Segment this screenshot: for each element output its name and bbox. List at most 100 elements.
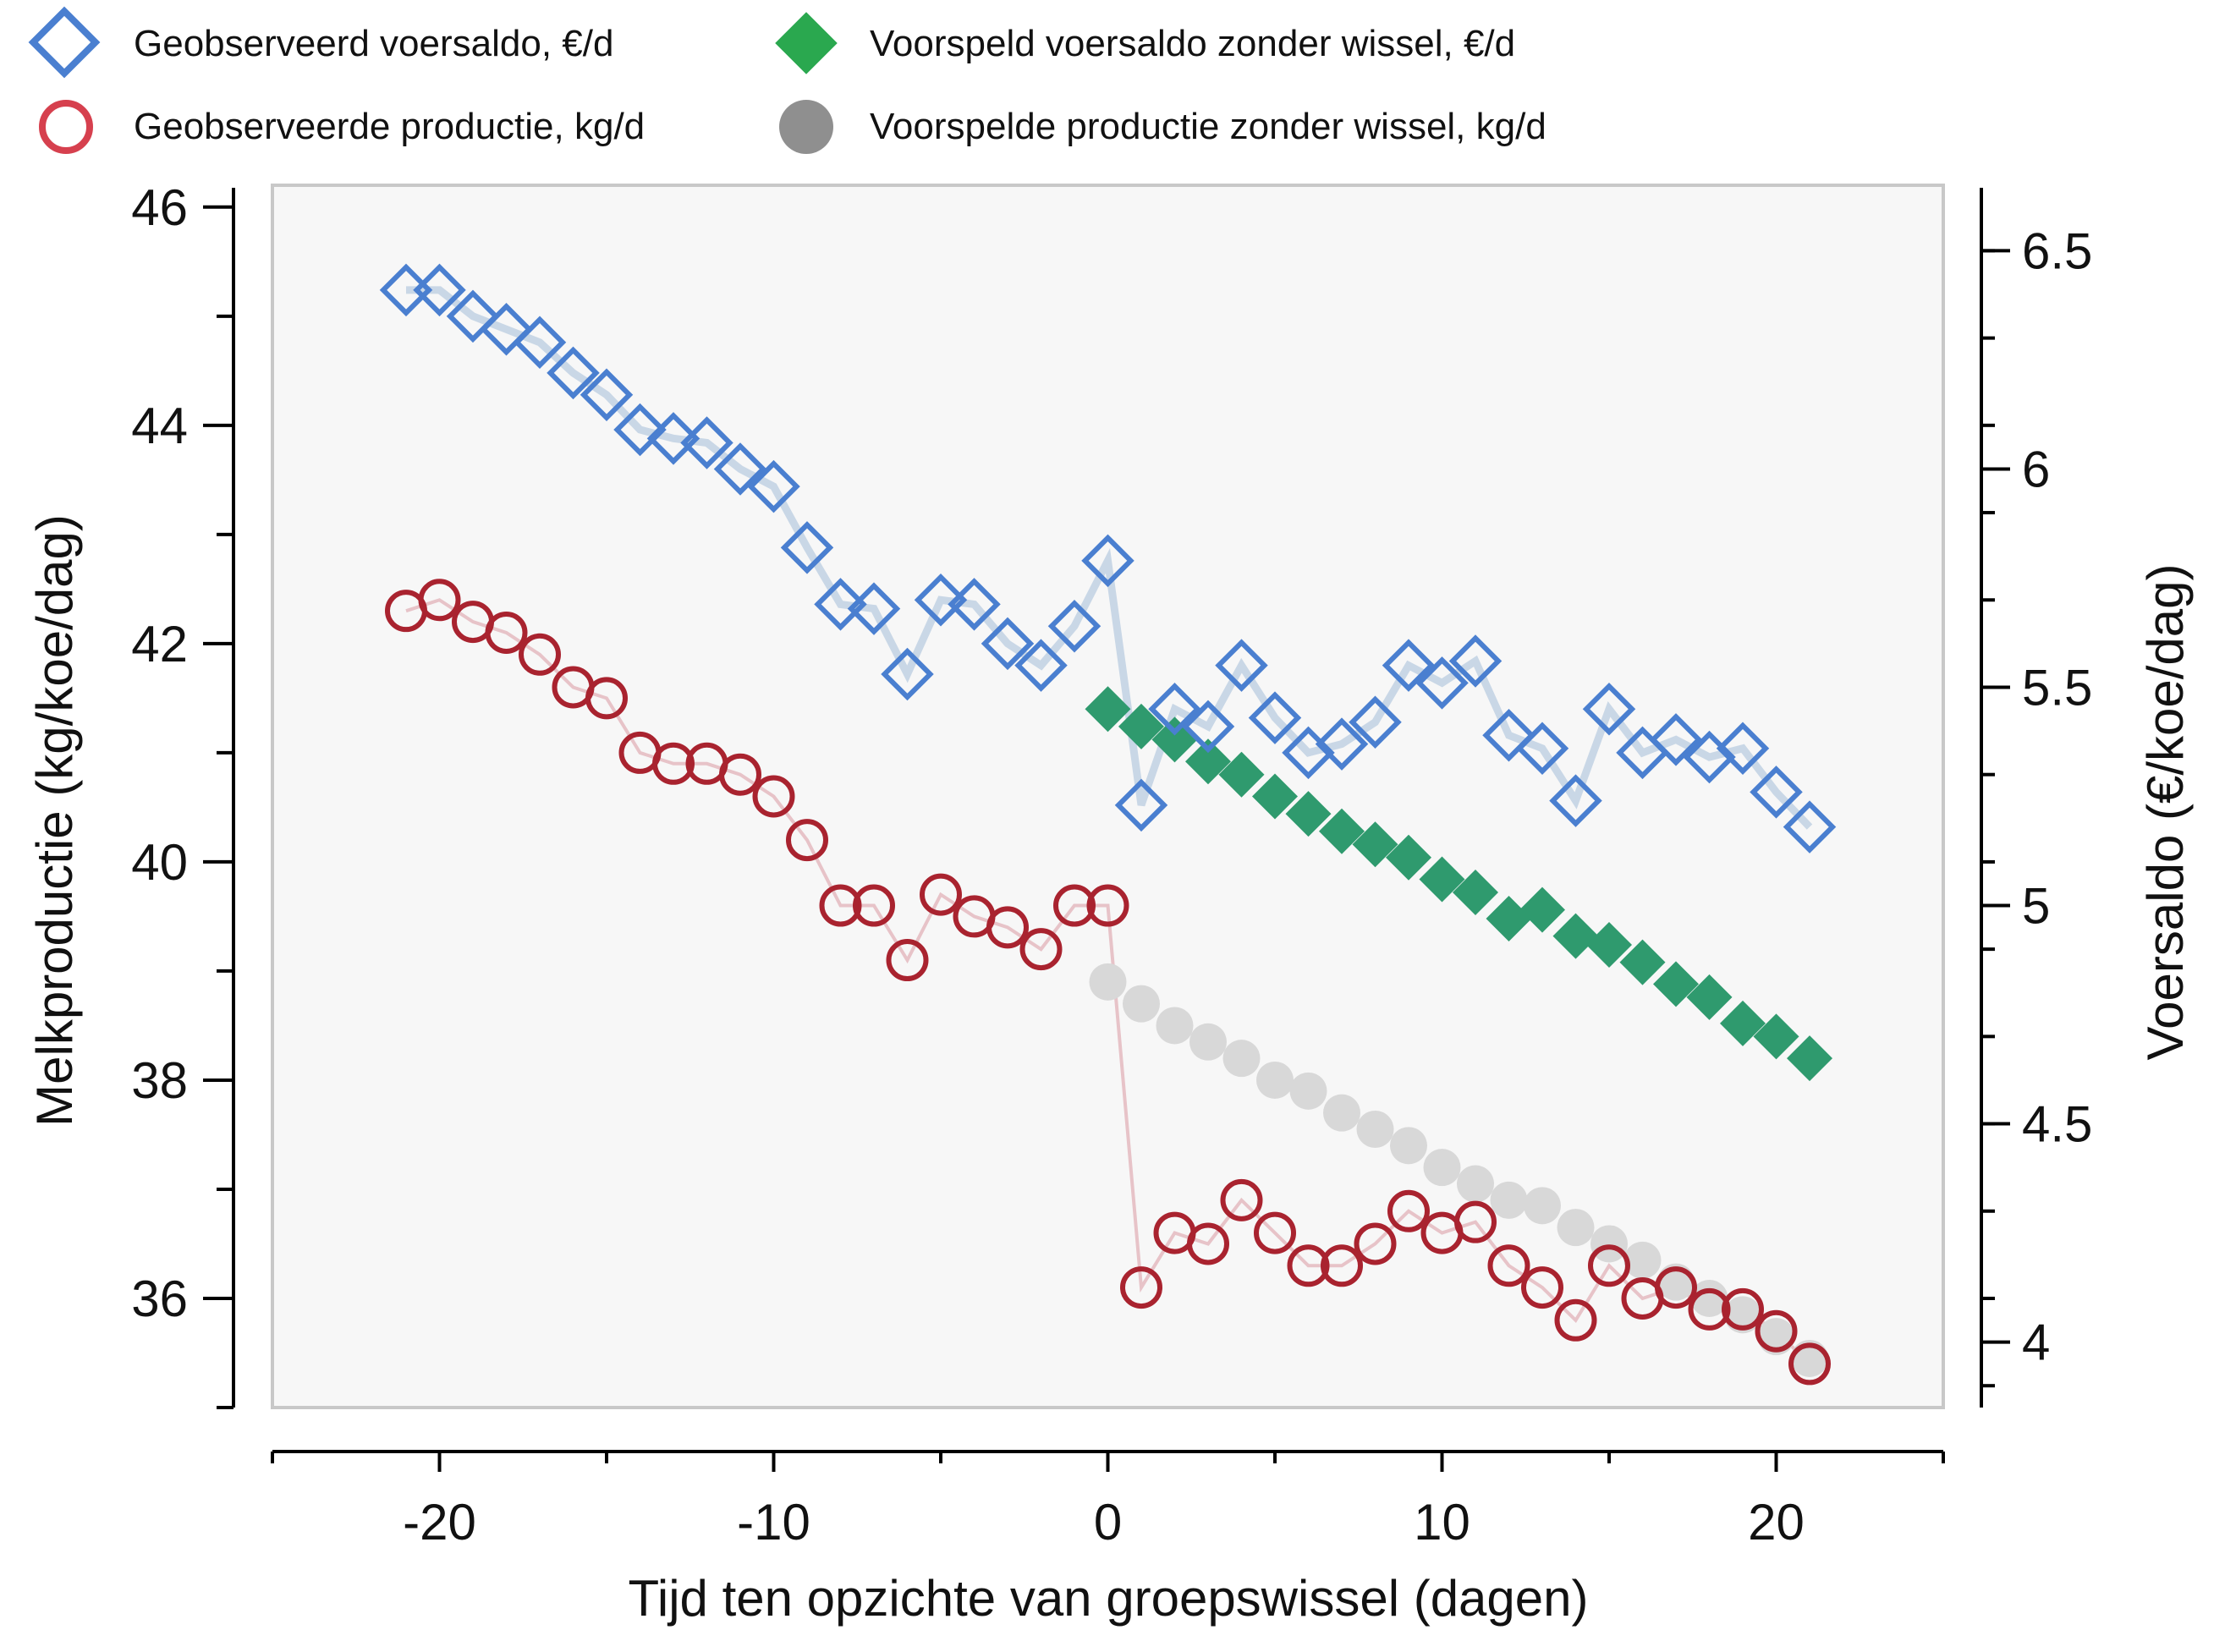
observed-margin-point [1248,691,1302,744]
observed-margin-point [646,412,700,465]
observed-production-point [1554,1298,1597,1342]
predicted-margin-point [1519,886,1565,933]
predicted-production-point [1557,1209,1595,1247]
observed-production-point [485,611,528,654]
predicted-production-point [1222,1040,1261,1078]
predicted-margin-point [1619,939,1666,985]
observed-margin-point [713,442,767,496]
left-tick-label: 36 [131,1271,188,1327]
observed-production-point [1053,884,1096,927]
predicted-margin-point [1285,791,1332,837]
series-line [405,598,1811,1365]
observed-margin-point [881,647,934,701]
predicted-production-point [1089,963,1127,1001]
predicted-production-point [1189,1023,1227,1061]
predicted-production-point [1524,1187,1561,1225]
x-tick-label: -20 [403,1494,476,1550]
observed-production-point [1788,1342,1831,1386]
predicted-margin-point [1653,961,1699,1007]
predicted-margin-point [1586,921,1632,968]
observed-production-point [1454,1200,1497,1243]
observed-margin-point [613,403,667,457]
observed-margin-point [1549,774,1602,827]
predicted-margin-point [1686,974,1733,1020]
observed-production-point [1521,1266,1563,1309]
axes: -20 -10 0 10 20 36 38 40 42 44 46 4 4.5 5 5.5 6 6.5 [131,179,2092,1550]
observed-production-point [1287,1244,1330,1287]
observed-margin-point [1750,766,1803,819]
observed-margin-point [1148,683,1201,736]
predicted-margin-point [1720,1000,1766,1046]
predicted-production-point [1256,1061,1294,1099]
observed-margin-point [1382,639,1436,692]
legend: Geobserveerd voersaldo, €/d Voorspeld vo… [28,6,1547,154]
observed-production-point [1120,1266,1162,1309]
predicted-production-point [1123,985,1160,1023]
predicted-production-point [1457,1165,1494,1203]
right-tick-label: 6.5 [2022,222,2092,279]
observed-margin-point [780,521,834,574]
observed-production-point [920,873,962,916]
x-tick-label: 10 [1414,1494,1470,1550]
observed-margin-point [1047,599,1102,653]
observed-production-point [1220,1178,1263,1221]
predicted-margin-point [1319,808,1365,854]
predicted-production-point [1590,1225,1628,1263]
predicted-margin-point [1386,834,1431,881]
observed-margin-point [413,263,466,317]
observed-margin-point [1014,639,1068,692]
observed-production-point [719,753,761,796]
predicted-margin-point [1787,1035,1832,1082]
legend-item-predicted-margin: Voorspeld voersaldo zonder wissel, €/d [775,12,1515,74]
right-axis-title: Voersaldo (€/koe/dag) [2137,563,2194,1060]
left-tick-label: 44 [131,398,188,454]
right-tick-label: 5 [2022,878,2050,935]
legend-item-observed-production: Geobserveerde productie, kg/d [39,100,645,154]
observed-production-point [519,633,561,676]
observed-margin-point [480,303,533,356]
observed-margin-point [1482,709,1536,762]
observed-margin-point [580,368,634,421]
observed-production-point [1019,928,1063,971]
observed-margin-point [1315,717,1369,771]
predicted-production-point [1390,1127,1427,1165]
observed-margin-point [1215,639,1268,692]
observed-margin-point [1716,722,1770,775]
observed-production-point [819,884,862,927]
observed-margin-point [1181,700,1235,754]
observed-margin-point [847,582,901,635]
observed-production-point [752,775,795,818]
right-tick-label: 4.5 [2022,1096,2092,1153]
predicted-production-point [1356,1111,1394,1149]
plot-area [271,184,1945,1409]
observed-margin-point [680,416,733,469]
legend-label: Geobserveerd voersaldo, €/d [134,23,613,64]
legend-marker-open-diamond [28,6,101,79]
left-axis-title: Melkproductie (kg/koe/dag) [26,514,83,1127]
series-lines [405,286,1813,1365]
predicted-margin-point [1252,773,1298,820]
legend-label: Voorspeld voersaldo zonder wissel, €/d [870,23,1515,64]
observed-margin-point [914,574,968,627]
observed-margin-point [1783,800,1837,853]
ticks: -20 -10 0 10 20 36 38 40 42 44 46 4 4.5 5 5.5 6 6.5 [131,179,2092,1550]
predicted-margin-point [1552,913,1599,959]
observed-margin-point [981,617,1035,671]
observed-margin-point [513,316,567,370]
observed-margin-point [1649,713,1703,766]
predicted-production-point [1423,1149,1461,1187]
predicted-margin-point [1419,856,1465,903]
predicted-margin-point [1352,821,1398,868]
left-tick-label: 42 [131,616,188,672]
observed-margin-point [1515,722,1569,775]
observed-margin-point [1415,656,1469,710]
legend-item-observed-margin: Geobserveerd voersaldo, €/d [28,6,613,79]
observed-margin-point [747,459,800,513]
observed-production-point [1722,1287,1764,1331]
predicted-production-point [1289,1072,1327,1110]
legend-label: Voorspelde productie zonder wissel, kg/d [870,106,1547,147]
predicted-margin-point [1453,870,1498,916]
observed-production-point [1321,1244,1363,1287]
observed-margin-point [1349,695,1402,749]
observed-margin-point [814,578,867,631]
